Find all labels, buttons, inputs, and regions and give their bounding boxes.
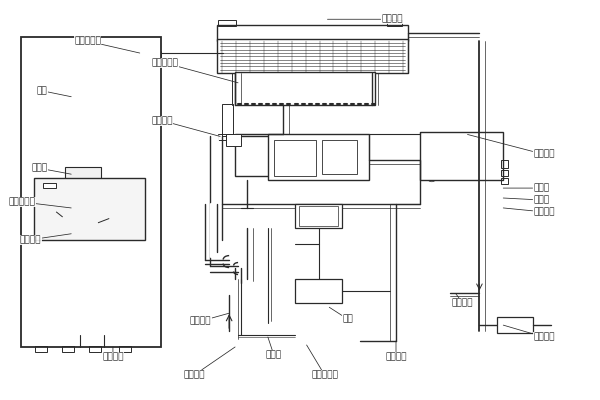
- Bar: [235, 136, 271, 176]
- Bar: [217, 25, 408, 41]
- Text: 火力调节器: 火力调节器: [8, 198, 71, 208]
- Text: 调温塞: 调温塞: [503, 196, 549, 204]
- Bar: [65, 168, 101, 179]
- Bar: [217, 39, 408, 73]
- Bar: [119, 346, 131, 352]
- Bar: [274, 140, 316, 176]
- Text: 熄火键: 熄火键: [266, 337, 282, 360]
- Bar: [222, 104, 233, 136]
- Text: 冷水人口: 冷水人口: [385, 341, 407, 362]
- Circle shape: [49, 208, 76, 226]
- Text: 热水出口: 热水出口: [452, 293, 473, 308]
- Text: 热水开关: 热水开关: [503, 325, 554, 342]
- Bar: [501, 160, 508, 168]
- Bar: [20, 37, 161, 347]
- Bar: [62, 346, 74, 352]
- Bar: [299, 206, 338, 226]
- Bar: [89, 346, 101, 352]
- Text: 燃气调节: 燃气调节: [503, 208, 554, 216]
- Bar: [235, 72, 375, 105]
- Bar: [295, 204, 343, 228]
- Circle shape: [91, 207, 127, 230]
- Text: 燃气人口: 燃气人口: [190, 313, 229, 326]
- Bar: [218, 20, 236, 26]
- Bar: [322, 140, 357, 174]
- Text: 水气连通阀: 水气连通阀: [307, 345, 338, 379]
- Text: 长明点火: 长明点火: [151, 116, 220, 136]
- Bar: [295, 280, 343, 303]
- Bar: [43, 183, 56, 188]
- Text: 调温键: 调温键: [503, 184, 549, 192]
- Text: 水温调节: 水温调节: [102, 347, 124, 362]
- Bar: [35, 346, 47, 352]
- Bar: [497, 317, 533, 333]
- Circle shape: [506, 321, 518, 329]
- Text: 熄火热电偶: 熄火热电偶: [152, 58, 238, 83]
- Text: 电力打火: 电力打火: [20, 234, 71, 244]
- Circle shape: [59, 214, 66, 219]
- Bar: [420, 132, 503, 180]
- Bar: [387, 20, 402, 26]
- Text: 气阀: 气阀: [329, 307, 353, 324]
- Bar: [218, 134, 236, 140]
- Bar: [226, 134, 241, 146]
- Text: 热交换器: 热交换器: [328, 15, 403, 24]
- Text: 点火按钮: 点火按钮: [184, 347, 235, 379]
- Text: 外壳: 外壳: [37, 86, 71, 97]
- Circle shape: [104, 216, 113, 222]
- Bar: [501, 178, 508, 184]
- Text: 观火窗: 观火窗: [31, 164, 71, 174]
- Bar: [501, 170, 508, 176]
- Bar: [34, 178, 145, 240]
- Text: 安全电磁阀: 安全电磁阀: [74, 37, 140, 53]
- Bar: [268, 134, 369, 180]
- Text: 主燃烧器: 主燃烧器: [467, 134, 554, 159]
